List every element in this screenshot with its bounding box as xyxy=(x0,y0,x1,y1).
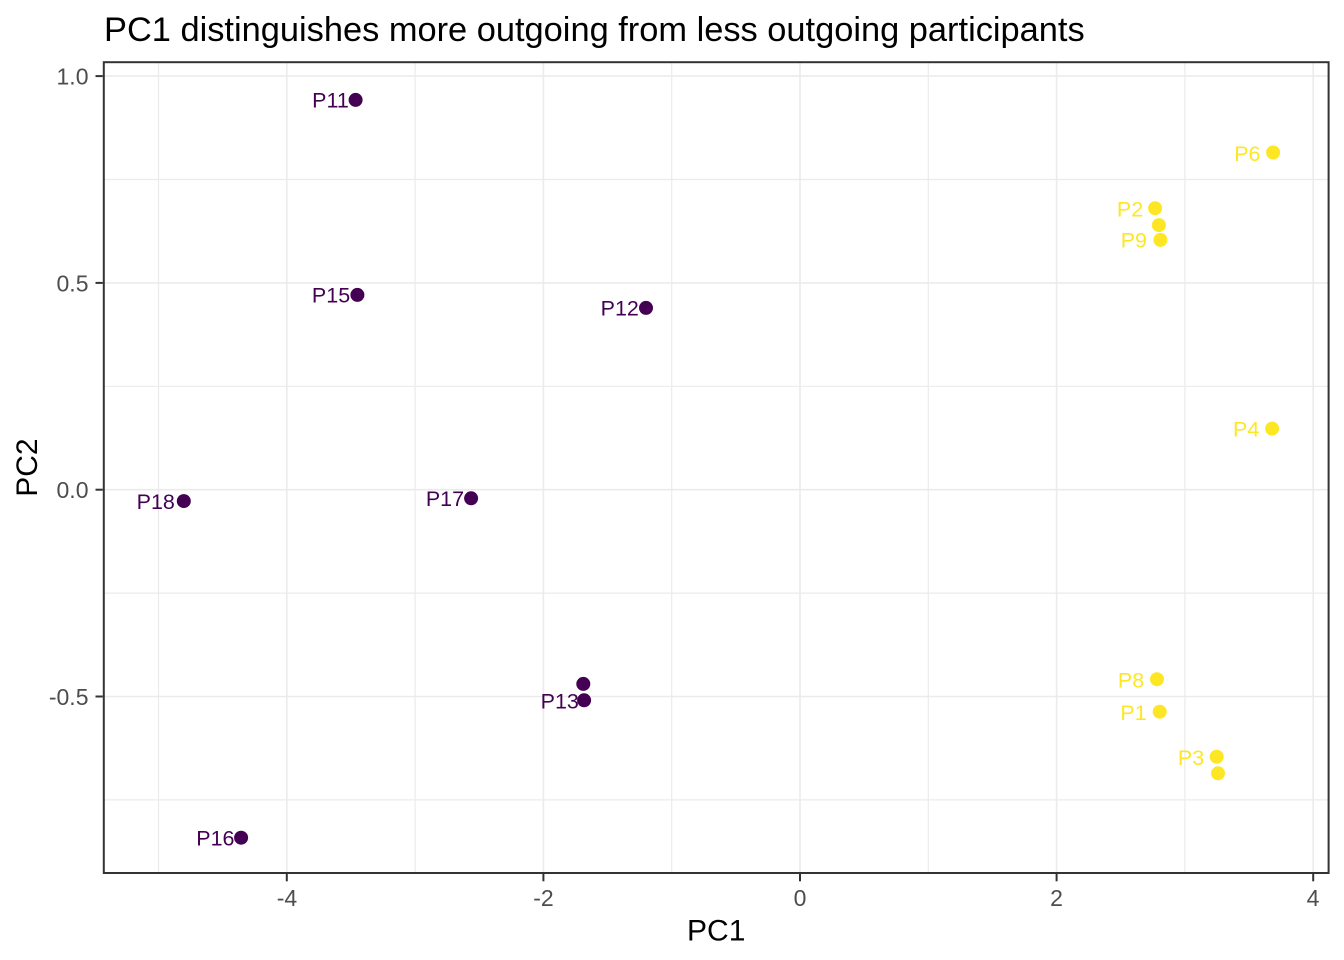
svg-text:PC1: PC1 xyxy=(687,915,745,948)
svg-text:P11: P11 xyxy=(312,89,349,113)
svg-text:P1: P1 xyxy=(1120,701,1146,725)
svg-text:P18: P18 xyxy=(137,490,175,514)
svg-text:-4: -4 xyxy=(277,885,298,911)
svg-text:P17: P17 xyxy=(426,487,464,511)
svg-text:P8: P8 xyxy=(1118,669,1144,693)
svg-text:0.0: 0.0 xyxy=(57,477,89,503)
svg-text:P15: P15 xyxy=(312,284,350,308)
svg-text:P13: P13 xyxy=(541,690,579,714)
svg-text:1.0: 1.0 xyxy=(57,64,89,90)
svg-text:PC1 distinguishes more outgoin: PC1 distinguishes more outgoing from les… xyxy=(104,11,1085,49)
svg-text:P16: P16 xyxy=(196,827,234,851)
svg-text:4: 4 xyxy=(1307,885,1320,911)
svg-text:2: 2 xyxy=(1050,885,1063,911)
svg-text:P4: P4 xyxy=(1233,418,1259,442)
svg-text:P6: P6 xyxy=(1234,142,1260,166)
svg-text:0: 0 xyxy=(794,885,807,911)
svg-text:PC2: PC2 xyxy=(11,438,44,496)
svg-text:P2: P2 xyxy=(1117,198,1143,222)
svg-text:-2: -2 xyxy=(533,885,553,911)
svg-text:-0.5: -0.5 xyxy=(49,684,89,710)
svg-text:0.5: 0.5 xyxy=(57,270,89,296)
svg-text:P9: P9 xyxy=(1121,229,1147,253)
svg-text:P3: P3 xyxy=(1178,746,1204,770)
svg-text:P12: P12 xyxy=(601,297,639,321)
